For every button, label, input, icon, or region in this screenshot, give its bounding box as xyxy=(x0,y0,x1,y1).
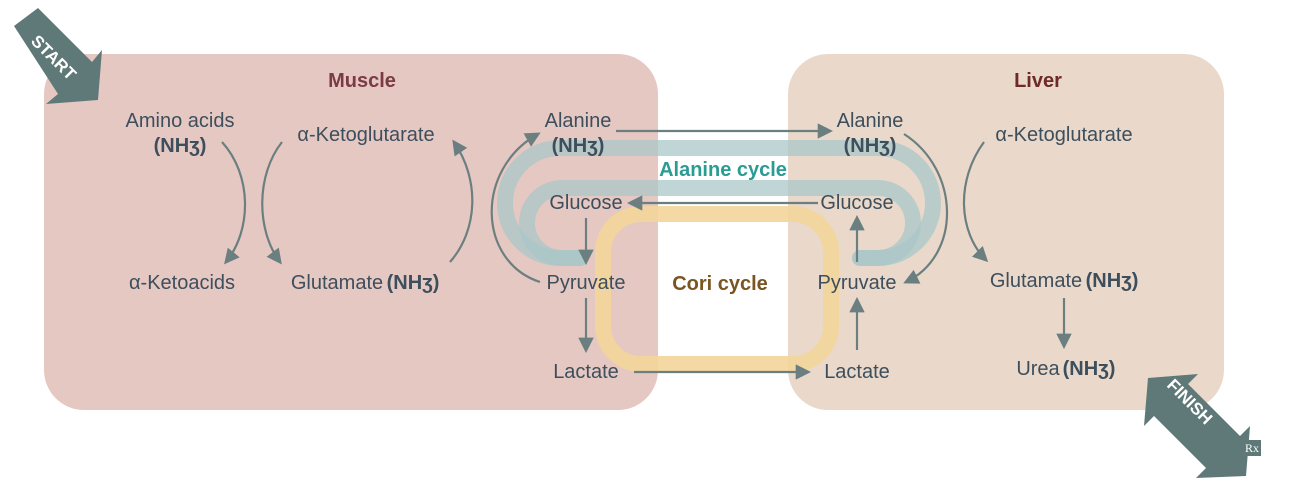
muscle-panel xyxy=(44,54,658,410)
liver-glutamate-nh3: (NHʒ) xyxy=(1086,270,1139,292)
muscle-pyruvate: Pyruvate xyxy=(547,272,626,294)
liver-glutamate: Glutamate xyxy=(990,270,1082,292)
muscle-amino-acids-nh3: (NHʒ) xyxy=(154,135,207,157)
arrow-ketoglutarate-to-glutamate-liver xyxy=(962,141,989,263)
liver-alpha-ketoglutarate: α-Ketoglutarate xyxy=(995,124,1132,146)
cori-cycle-label: Cori cycle xyxy=(672,273,768,295)
arrow-glutamate-to-ketoglutarate xyxy=(449,139,474,263)
liver-urea: Urea xyxy=(1016,358,1060,380)
muscle-title: Muscle xyxy=(328,70,396,92)
liver-title: Liver xyxy=(1014,70,1062,92)
liver-urea-nh3: (NHʒ) xyxy=(1063,358,1116,380)
alanine-cycle-label: Alanine cycle xyxy=(659,159,787,181)
liver-pyruvate: Pyruvate xyxy=(818,272,897,294)
arrow-pyruvate-to-alanine-muscle xyxy=(490,132,541,284)
muscle-alanine-nh3: (NHʒ) xyxy=(552,135,605,157)
liver-panel xyxy=(788,54,1224,410)
liver-glucose: Glucose xyxy=(820,192,893,214)
muscle-lactate: Lactate xyxy=(553,361,619,383)
muscle-glutamate-nh3: (NHʒ) xyxy=(387,272,440,294)
arrow-alanine-to-pyruvate-liver xyxy=(903,133,949,284)
arrow-amino-to-ketoacids xyxy=(221,141,247,265)
rx-logo: Rx xyxy=(1243,440,1261,456)
muscle-glutamate: Glutamate xyxy=(291,272,383,294)
liver-lactate: Lactate xyxy=(824,361,890,383)
liver-alanine: Alanine xyxy=(837,110,904,132)
svg-text:Rx: Rx xyxy=(1245,441,1259,455)
alanine-cycle-band-inner xyxy=(519,180,921,266)
muscle-amino-acids: Amino acids xyxy=(126,110,235,132)
muscle-alpha-ketoglutarate: α-Ketoglutarate xyxy=(297,124,434,146)
cori-cycle-band xyxy=(595,206,839,372)
muscle-glucose: Glucose xyxy=(549,192,622,214)
muscle-alpha-ketoacids: α-Ketoacids xyxy=(129,272,235,294)
arrow-ketoglutarate-to-glutamate xyxy=(261,141,283,265)
muscle-alanine: Alanine xyxy=(545,110,612,132)
liver-alanine-nh3: (NHʒ) xyxy=(844,135,897,157)
